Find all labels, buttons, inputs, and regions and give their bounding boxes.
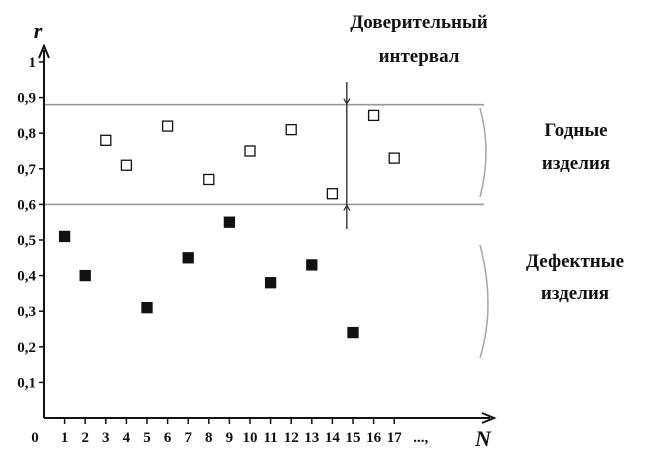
x-tick-label: 8 (205, 430, 213, 446)
good-point (285, 123, 297, 136)
x-tick-label: 12 (284, 430, 299, 446)
y-tick-label: 0,1 (17, 375, 36, 391)
x-tick-label: 7 (184, 430, 192, 446)
good-point (326, 188, 339, 200)
good-point (244, 145, 256, 157)
good-point (161, 120, 174, 132)
x-tick-label: 17 (387, 430, 403, 446)
y-axis-label: r (34, 18, 43, 43)
interval-label-line1: Доверительный (350, 12, 488, 33)
y-tick-label: 0,9 (17, 91, 36, 107)
defect-point (182, 252, 194, 264)
x-tick-label: 14 (325, 430, 341, 446)
y-tick-label: 0,3 (17, 304, 36, 320)
points-layer (58, 109, 400, 339)
ticks-layer (39, 61, 395, 424)
defect-point (79, 269, 91, 282)
defect-point (306, 259, 318, 271)
x-tick-label: 9 (226, 430, 234, 446)
y-axis-arrow (38, 43, 50, 59)
y-tick-label: 0,7 (17, 162, 36, 178)
y-tick-label: 0,2 (17, 340, 36, 356)
y-tick-label: 0,5 (17, 233, 36, 249)
brace-defective (479, 244, 489, 359)
interval-arrow-bottom (343, 204, 351, 211)
good-point (388, 152, 400, 164)
good-point (120, 159, 133, 171)
defect-point (141, 301, 153, 314)
good-point (100, 134, 112, 146)
x-tick-label: ..., (413, 430, 428, 446)
labels-layer: 0,10,20,30,40,50,60,70,80,910 1 2 3 4 5 6 7 8 9 10… (17, 12, 624, 451)
x-tick-label: 3 (102, 430, 110, 446)
good-point (203, 173, 215, 186)
x-tick-label: 13 (304, 430, 319, 446)
x-axis-arrow (481, 412, 497, 424)
x-tick-label: 2 (81, 430, 89, 446)
x-tick-label: 4 (123, 430, 131, 446)
interval-label-line2: интервал (379, 46, 460, 67)
good-label-line1: Годные (544, 120, 607, 141)
good-label-line2: изделия (542, 153, 610, 174)
defect-point (347, 326, 359, 339)
y-tick-label: 0,6 (17, 197, 36, 213)
x-tick-label: 5 (143, 430, 151, 446)
y-tick-label: 1 (29, 55, 37, 71)
defective-label-line1: Дефектные (526, 251, 624, 272)
defect-point (264, 277, 277, 289)
brace-good (479, 107, 487, 198)
defective-label-line2: изделия (541, 283, 609, 304)
y-tick-label: 0,8 (17, 126, 36, 142)
x-tick-label: 6 (164, 430, 172, 446)
x-tick-label: 0 (31, 430, 39, 446)
y-tick-label: 0,4 (17, 269, 36, 285)
good-point (367, 109, 380, 122)
x-axis-label: N (474, 426, 492, 447)
lines-layer (38, 43, 497, 424)
interval-arrow-top (343, 98, 351, 105)
x-tick-label: 10 (243, 430, 258, 446)
defect-point (223, 216, 236, 228)
x-tick-label: 1 (61, 430, 69, 446)
x-tick-label: 15 (346, 430, 361, 446)
x-tick-label: 16 (366, 430, 382, 446)
x-tick-label: 11 (264, 430, 278, 446)
defect-point (58, 230, 71, 243)
